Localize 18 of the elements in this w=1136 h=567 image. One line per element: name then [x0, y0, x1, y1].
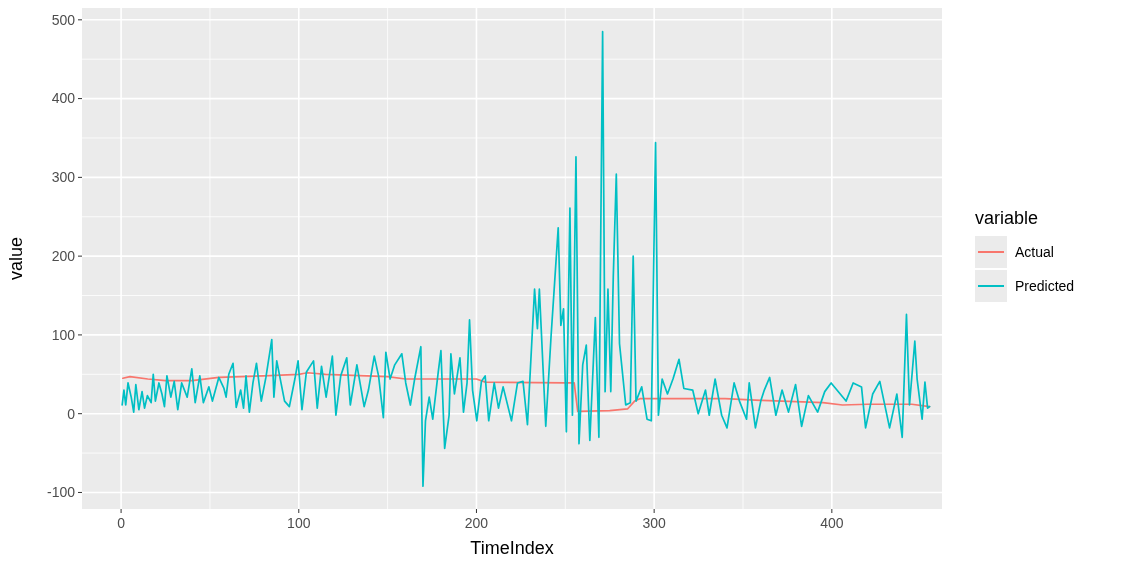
y-tick-label: 100: [51, 326, 76, 343]
x-tick-label: 400: [820, 515, 844, 531]
x-tick-label: 0: [117, 515, 126, 531]
x-tick-label: 100: [287, 515, 311, 531]
legend-label: Actual: [1015, 243, 1054, 260]
y-tick-label: 0: [67, 405, 76, 422]
x-axis-title: TimeIndex: [470, 538, 554, 558]
legend-title: variable: [975, 208, 1039, 228]
y-tick-label: 500: [51, 11, 76, 28]
y-axis-title: value: [6, 236, 26, 281]
x-tick-label: 200: [464, 515, 489, 531]
legend-label: Predicted: [1015, 277, 1075, 294]
line-series: [121, 30, 931, 488]
y-tick-label: 300: [51, 169, 76, 186]
y-tick-label: 400: [51, 90, 76, 107]
y-tick-label: 200: [51, 248, 76, 265]
x-tick-label: 300: [642, 515, 667, 531]
y-tick-label: -100: [46, 484, 76, 501]
